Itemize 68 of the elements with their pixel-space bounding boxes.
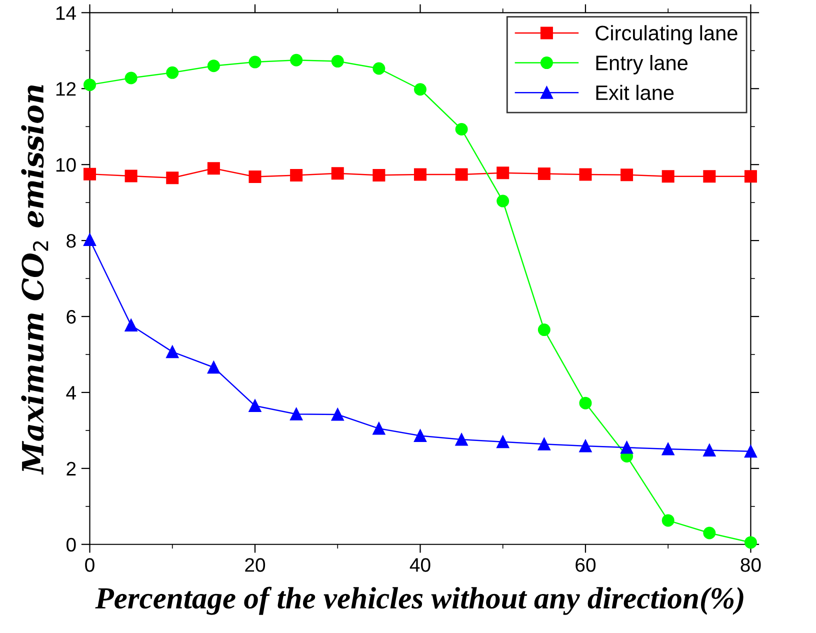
point <box>248 56 262 68</box>
point <box>662 442 674 456</box>
point <box>455 433 468 446</box>
point <box>496 166 510 180</box>
point <box>414 83 426 96</box>
y-tick-label: 0 <box>66 538 76 552</box>
point <box>207 60 220 72</box>
point <box>124 170 138 182</box>
point <box>496 436 510 448</box>
point <box>538 324 550 336</box>
point <box>538 167 550 180</box>
point <box>84 78 96 92</box>
point <box>579 440 592 452</box>
point <box>620 168 634 182</box>
point <box>248 400 262 412</box>
point <box>579 396 592 410</box>
point <box>372 168 386 182</box>
point <box>703 444 716 456</box>
point <box>124 318 138 332</box>
y-tick-label: 14 <box>56 6 76 20</box>
point <box>290 168 303 182</box>
point <box>496 194 510 208</box>
point <box>290 54 303 66</box>
legend-label: Exit lane <box>596 84 674 100</box>
point <box>207 361 220 374</box>
point <box>372 62 386 75</box>
point <box>744 170 757 183</box>
point <box>620 441 634 454</box>
point <box>455 123 468 136</box>
point <box>414 168 426 181</box>
point <box>84 168 96 180</box>
point <box>248 170 262 183</box>
point <box>538 438 550 450</box>
legend-label: Circulating lane <box>596 25 738 45</box>
x-axis-title: Percentage of the vehicles without any direction(%) <box>95 586 744 615</box>
point <box>372 422 386 435</box>
point <box>331 167 344 180</box>
point <box>124 72 138 84</box>
point <box>662 514 674 527</box>
point <box>662 170 674 183</box>
point <box>703 170 716 183</box>
point <box>703 526 716 540</box>
point <box>414 430 426 442</box>
point <box>579 168 592 181</box>
point <box>84 234 96 246</box>
y-tick-label: 12 <box>56 82 76 96</box>
point <box>331 408 344 421</box>
point <box>744 536 757 549</box>
y-tick-label: 8 <box>66 234 76 248</box>
point <box>207 162 220 175</box>
point <box>166 346 179 358</box>
x-tick-label: 40 <box>410 558 430 572</box>
x-tick-label: 0 <box>85 558 94 572</box>
y-axis-title: Maximum CO$_{2}$ emission <box>21 85 48 475</box>
x-tick-label: 80 <box>740 558 761 572</box>
point <box>290 408 303 420</box>
point <box>455 168 468 181</box>
y-tick-label: 6 <box>66 310 76 324</box>
y-tick-label: 10 <box>56 158 76 172</box>
point <box>166 66 179 79</box>
y-tick-label: 2 <box>66 462 76 476</box>
point <box>744 445 757 458</box>
legend-label: Entry lane <box>596 54 688 74</box>
y-tick-label: 4 <box>66 386 76 400</box>
point <box>331 55 344 68</box>
x-tick-label: 20 <box>245 558 266 572</box>
point <box>166 172 179 184</box>
x-tick-label: 60 <box>576 558 596 572</box>
